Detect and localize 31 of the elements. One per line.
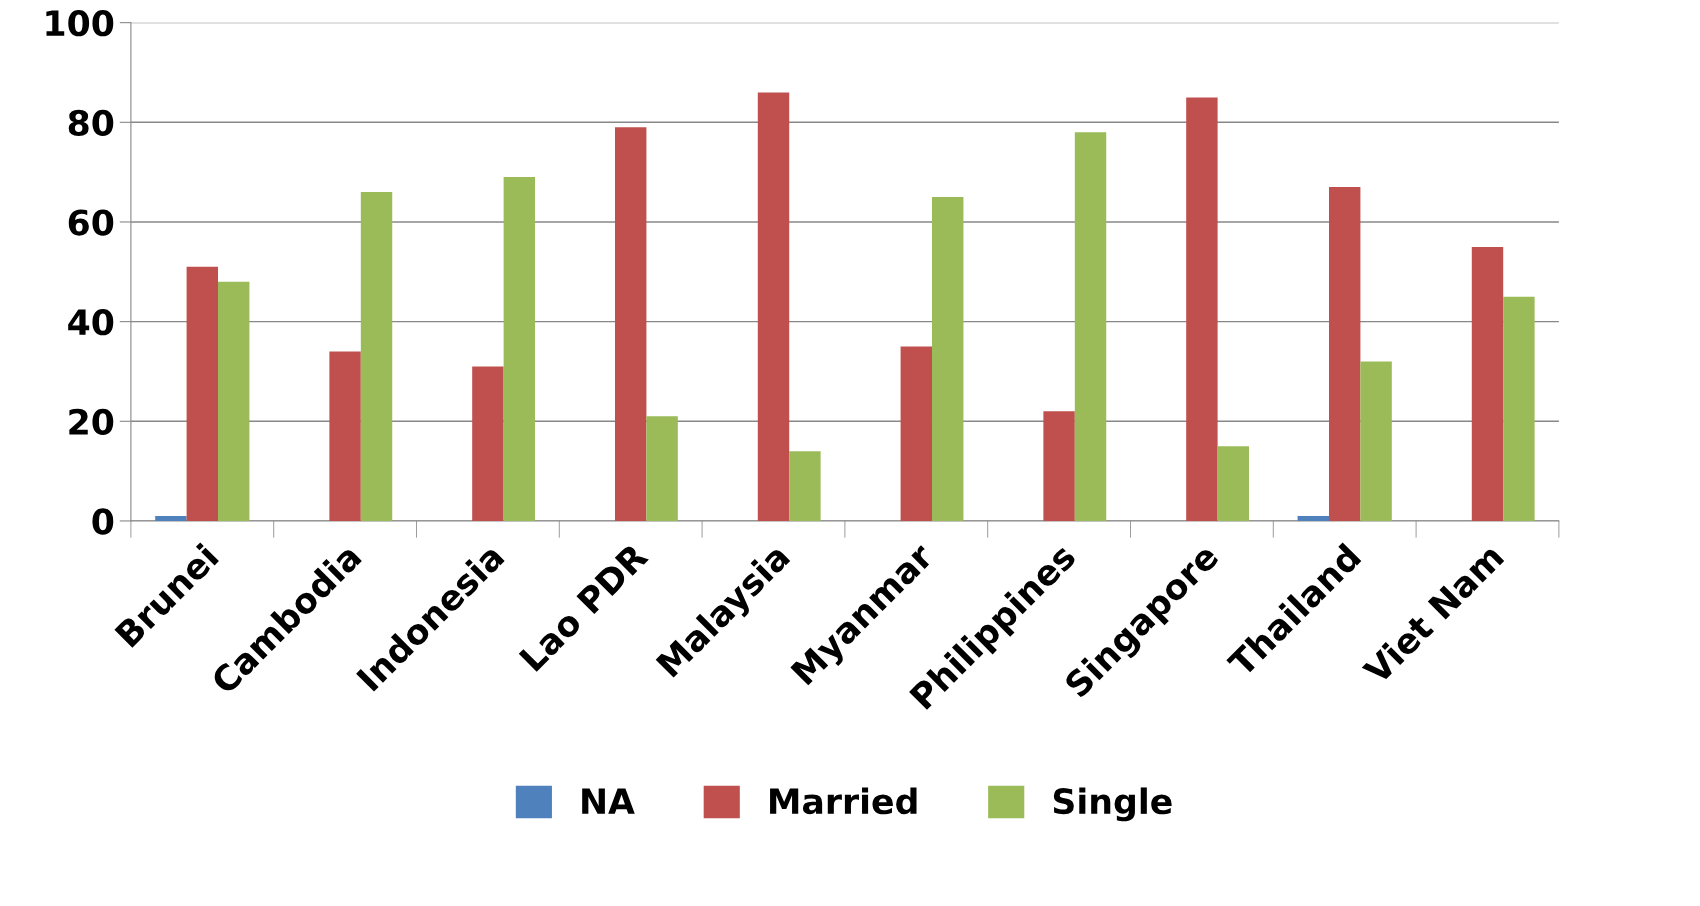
legend-label: Single (1053, 787, 1172, 822)
bar (1471, 246, 1504, 521)
bar (1074, 132, 1107, 521)
bar (1360, 361, 1392, 521)
bar (757, 92, 790, 521)
y-tick-label: 80 (68, 109, 114, 136)
bar (1297, 515, 1329, 521)
y-tick-label: 60 (68, 209, 114, 236)
bar (789, 451, 821, 521)
bar (155, 515, 187, 521)
bar (503, 177, 536, 521)
y-tick-label: 0 (92, 508, 114, 535)
y-tick-label: 40 (68, 309, 114, 336)
bar (329, 351, 361, 521)
bar (472, 366, 504, 521)
bar (360, 192, 393, 521)
bar (1186, 97, 1218, 521)
bar (1217, 446, 1250, 521)
bar (646, 416, 678, 521)
y-tick-label: 100 (46, 10, 114, 37)
bar (218, 281, 250, 521)
legend-label: Married (770, 787, 917, 815)
bar (1503, 296, 1535, 521)
bar (900, 346, 933, 521)
bar (1043, 411, 1075, 521)
bar (1328, 187, 1361, 521)
legend-label: NA (582, 788, 635, 814)
bar (614, 127, 647, 521)
bar (186, 266, 219, 521)
y-tick-label: 20 (69, 408, 114, 435)
bar (932, 197, 964, 521)
